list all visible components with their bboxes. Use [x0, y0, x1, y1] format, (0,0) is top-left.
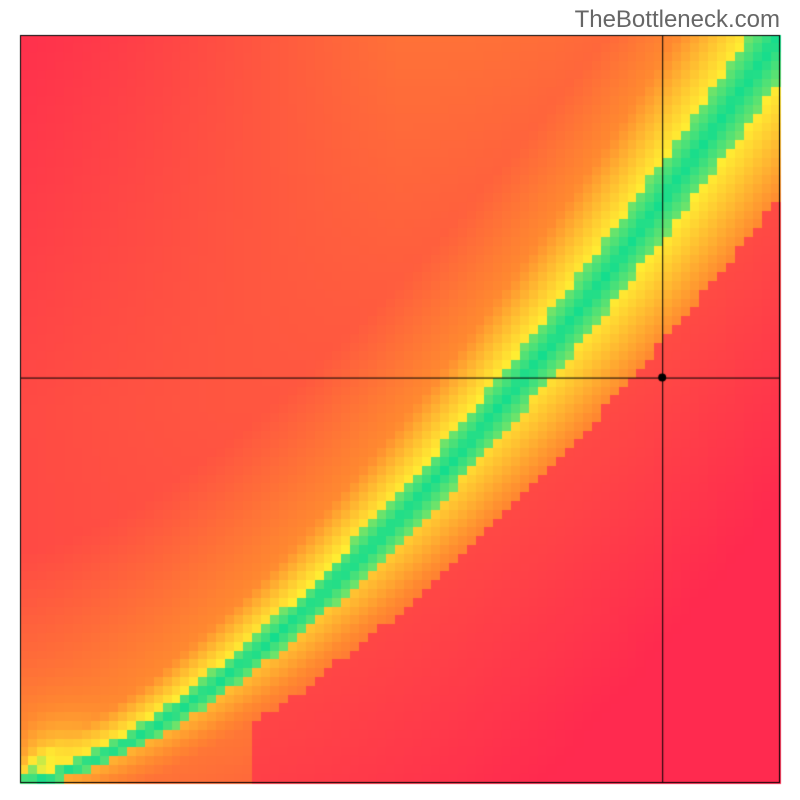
chart-container: TheBottleneck.com [0, 0, 800, 800]
watermark-text: TheBottleneck.com [575, 6, 780, 34]
heatmap-canvas [0, 0, 800, 800]
